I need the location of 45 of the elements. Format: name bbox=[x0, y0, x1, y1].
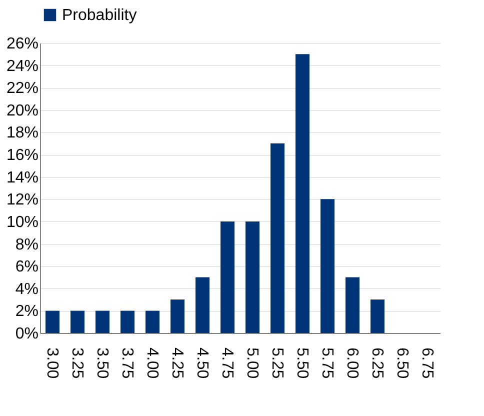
legend-label: Probability bbox=[62, 7, 137, 24]
y-tick-label: 24% bbox=[6, 58, 38, 75]
y-tick-label: 22% bbox=[6, 80, 38, 98]
x-tick-label: 6.50 bbox=[394, 348, 410, 379]
y-tick-label: 4% bbox=[15, 280, 38, 298]
x-tick-label: 5.75 bbox=[318, 348, 336, 379]
bar bbox=[146, 310, 160, 333]
x-tick-label: 5.00 bbox=[244, 348, 260, 379]
x-tick-label: 3.00 bbox=[44, 348, 60, 379]
bar bbox=[270, 143, 284, 333]
bar bbox=[346, 277, 360, 333]
x-tick-label: 4.50 bbox=[194, 348, 210, 379]
y-tick-label: 0% bbox=[15, 326, 38, 342]
x-tick-label: 3.50 bbox=[94, 348, 110, 379]
x-tick-label: 6.00 bbox=[344, 348, 360, 379]
bar bbox=[46, 310, 60, 333]
x-tick-label: 4.75 bbox=[218, 348, 236, 379]
y-tick-label: 10% bbox=[6, 214, 38, 231]
y-tick-label: 2% bbox=[15, 303, 38, 320]
y-tick-label: 6% bbox=[15, 258, 38, 276]
bar bbox=[246, 221, 260, 333]
y-tick-label: 26% bbox=[6, 36, 38, 52]
x-tick-label: 6.75 bbox=[418, 348, 436, 379]
bar bbox=[370, 300, 384, 333]
x-tick-label: 3.25 bbox=[68, 348, 86, 379]
x-tick-label: 4.25 bbox=[168, 348, 186, 379]
x-tick-label: 5.25 bbox=[268, 348, 286, 379]
bar bbox=[296, 54, 310, 333]
bar bbox=[120, 310, 134, 333]
y-tick-label: 20% bbox=[6, 102, 38, 120]
bar bbox=[320, 199, 334, 333]
bar bbox=[220, 221, 234, 333]
y-tick-label: 8% bbox=[15, 236, 38, 254]
y-tick-label: 14% bbox=[6, 169, 38, 186]
y-tick-label: 18% bbox=[6, 124, 38, 142]
bar bbox=[70, 310, 84, 333]
y-tick-label: 16% bbox=[6, 147, 38, 164]
bar bbox=[170, 300, 184, 333]
x-tick-label: 6.25 bbox=[368, 348, 386, 379]
bar bbox=[96, 310, 110, 333]
x-tick-label: 4.00 bbox=[144, 348, 160, 379]
y-tick-label: 12% bbox=[6, 192, 38, 209]
x-tick-label: 3.75 bbox=[118, 348, 136, 379]
x-tick-label: 5.50 bbox=[294, 348, 310, 379]
bar bbox=[196, 277, 210, 333]
